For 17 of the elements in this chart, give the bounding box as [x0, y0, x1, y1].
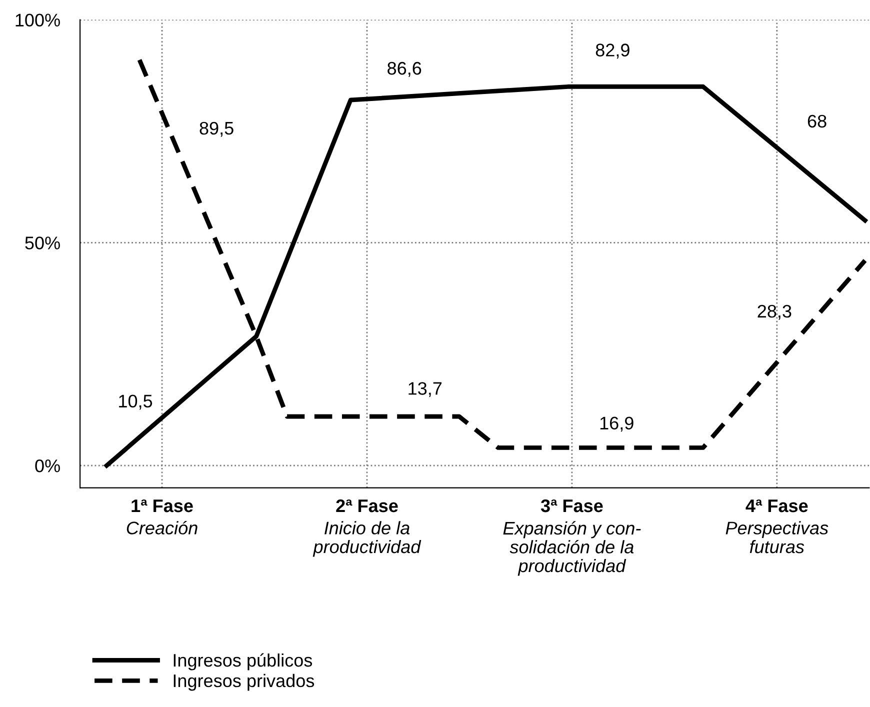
y-tick-label: 0% — [35, 459, 60, 472]
annotation: 16,9 — [600, 416, 634, 432]
x-tick-label: 2ª Fase Inicio de la productividad — [312, 499, 422, 557]
annotation: 68 — [808, 114, 826, 128]
annotation: 86,6 — [388, 62, 422, 77]
annotation: 13,7 — [408, 382, 442, 397]
annotation: 89,5 — [200, 122, 234, 137]
y-tick-label: 50% — [25, 236, 60, 250]
x-tick-label: 4ª Fase Perspectivas futuras — [726, 500, 828, 554]
y-tick-label: 100% — [16, 14, 60, 27]
legend-label: Ingresos públicos — [174, 653, 312, 670]
annotation: 28,3 — [758, 304, 792, 320]
x-tick-label: 1ª Fase Creación — [126, 500, 198, 534]
legend-label: Ingresos privados — [174, 674, 314, 691]
annotation: 82,9 — [596, 44, 630, 59]
x-tick-label: 3ª Fase Expansión y con- solidación de la productividad — [503, 499, 641, 576]
annotation: 10,5 — [119, 394, 152, 410]
